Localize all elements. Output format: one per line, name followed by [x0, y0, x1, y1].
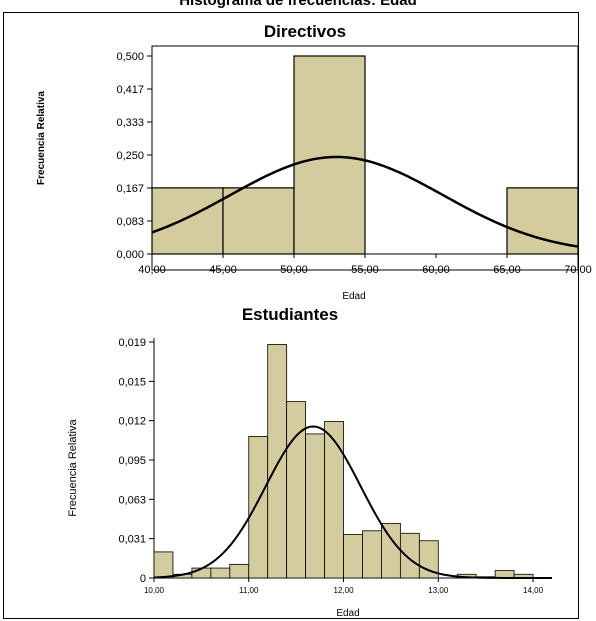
y-tick-label: 0,095 — [118, 455, 146, 467]
x-tick-label: 70,00 — [564, 264, 592, 276]
y-tick-label: 0,063 — [118, 494, 146, 506]
y-tick-label: 0,500 — [116, 51, 144, 63]
bar — [293, 55, 366, 255]
y-axis: 0 0,031 0,063 0,095 0,012 0,015 0,019 — [118, 337, 155, 585]
x-axis: 10,00 11,00 12,00 13,00 14,00 — [144, 577, 552, 595]
bar — [381, 522, 401, 579]
y-tick-label: 0,000 — [116, 249, 144, 261]
bar — [267, 344, 288, 579]
x-axis: 40,00 45,00 50,00 55,00 60,00 65,00 70,00 — [138, 253, 592, 276]
y-tick-label: 0,250 — [116, 150, 144, 162]
bar — [222, 187, 295, 255]
bar — [343, 534, 363, 579]
bar — [151, 187, 224, 255]
y-tick-label: 0,012 — [118, 416, 146, 428]
y-tick-label: 0,333 — [116, 117, 144, 129]
bar — [399, 532, 420, 579]
x-tick-label: 13,00 — [428, 586, 449, 595]
bar — [153, 551, 174, 579]
y-tick-label: 0,019 — [118, 337, 146, 349]
y-tick-label: 0,417 — [116, 84, 144, 96]
bar — [362, 530, 382, 579]
x-tick-label: 45,00 — [209, 264, 237, 276]
histogram-bars — [153, 344, 534, 579]
y-tick-label: 0,015 — [118, 376, 146, 388]
bar — [494, 570, 515, 579]
bar — [210, 567, 231, 579]
y-tick-label: 0,031 — [118, 534, 146, 546]
page-title: Histograma de frecuencias: Edad — [179, 0, 417, 9]
x-tick-label: 50,00 — [280, 264, 308, 276]
x-tick-label: 60,00 — [422, 264, 450, 276]
estudiantes-chart: Estudiantes 10,00 11,00 12,00 13,00 14,00 00… — [67, 305, 552, 619]
y-axis-label: Frecuencia Relativa — [36, 91, 47, 185]
x-tick-label: 11,00 — [239, 586, 259, 595]
bar — [248, 435, 269, 579]
y-axis: 0,000 0,083 0,167 0,250 0,333 0,417 0,500 — [116, 51, 153, 261]
x-tick-label: 10,00 — [144, 586, 165, 595]
y-tick-label: 0,083 — [116, 216, 144, 228]
y-axis-label: Frecuencia Relativa — [67, 419, 79, 517]
x-axis-label: Edad — [342, 291, 365, 302]
chart-title: Directivos — [264, 22, 346, 41]
x-tick-label: 40,00 — [138, 264, 166, 276]
chart-title: Estudiantes — [242, 305, 338, 324]
x-tick-label: 14,00 — [523, 586, 544, 595]
bar — [305, 433, 325, 579]
x-axis-label: Edad — [336, 608, 359, 619]
normal-curve — [151, 155, 579, 248]
bar — [324, 421, 344, 579]
bar — [229, 563, 250, 579]
x-tick-label: 65,00 — [493, 264, 521, 276]
y-tick-label: 0 — [140, 573, 146, 585]
histogram-bars — [151, 55, 579, 255]
x-tick-label: 12,00 — [334, 586, 355, 595]
x-tick-label: 55,00 — [351, 264, 379, 276]
directivos-chart: Directivos 40,00 45,00 50,00 55,00 60,00 65,0… — [36, 22, 592, 302]
y-tick-label: 0,167 — [116, 183, 144, 195]
figure-frame — [3, 12, 579, 619]
bar — [506, 187, 579, 255]
normal-curve — [153, 425, 552, 579]
bar — [286, 401, 307, 579]
